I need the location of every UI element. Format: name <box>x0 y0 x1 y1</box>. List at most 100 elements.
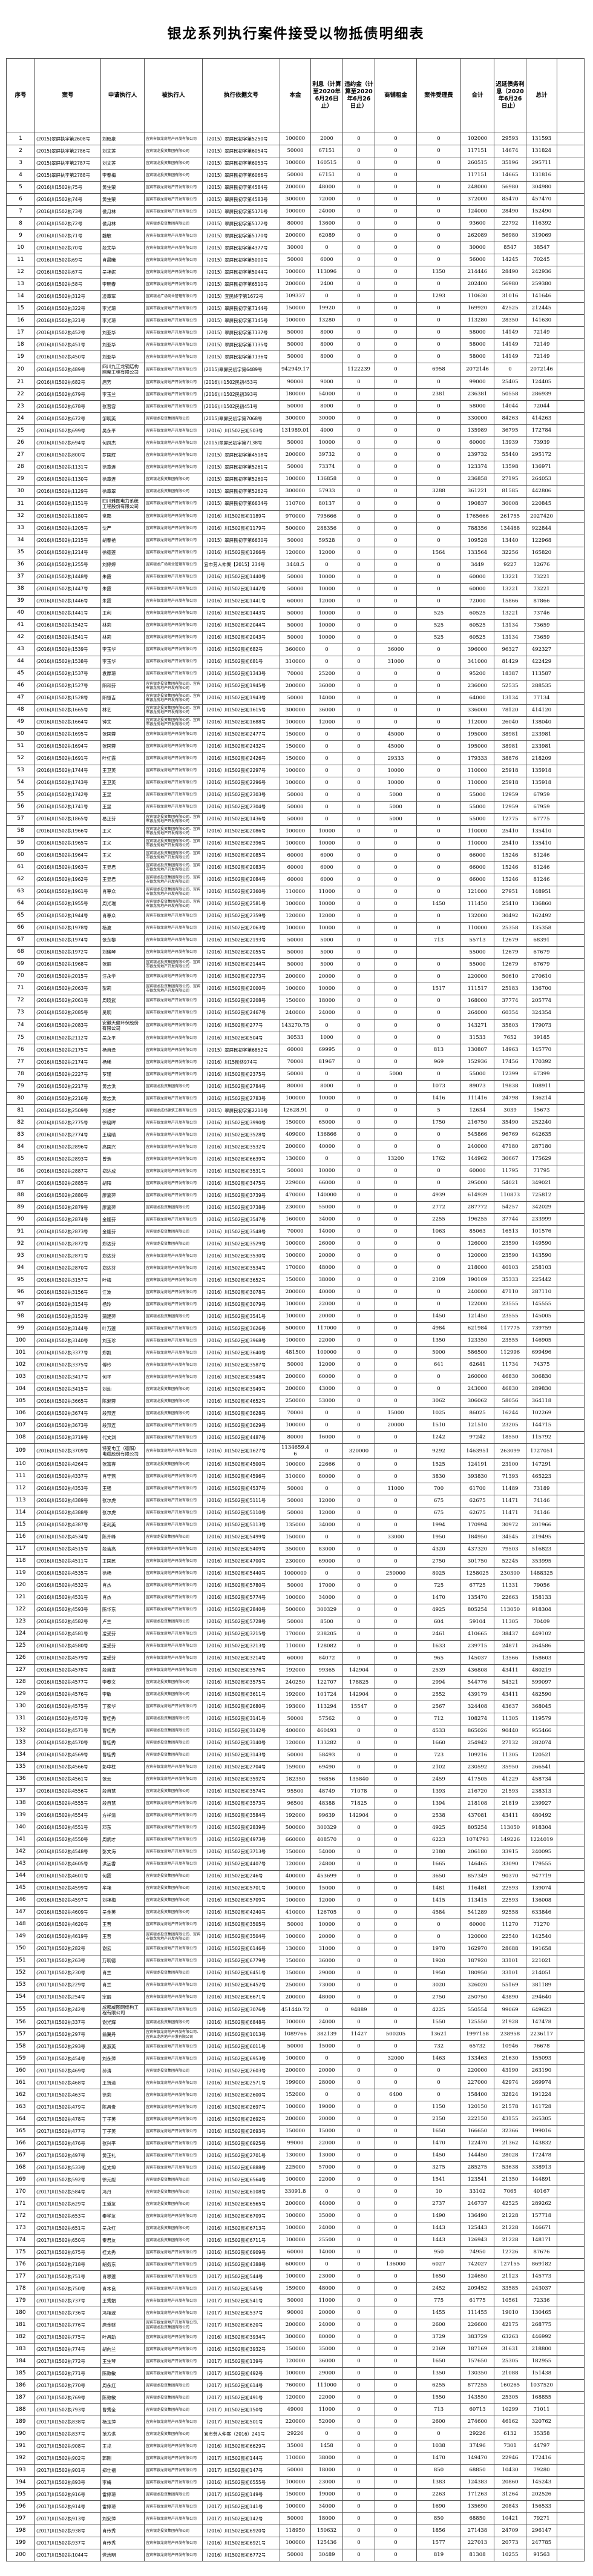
shop-rent-cell: 0 <box>375 1346 417 1360</box>
acceptance-fee-cell: 1242 <box>416 1431 461 1444</box>
shop-rent-cell: 0 <box>375 1857 417 1871</box>
subtotal-cell: 2072146 <box>460 363 494 377</box>
subtotal-cell: 209452 <box>460 2282 494 2296</box>
grand-total-cell: 81246 <box>526 873 557 886</box>
table-row: 132 (2016)川1502执4571号 曹桂秀 宜宾银龙投资集团有限公司 （2016… <box>6 1724 585 1738</box>
interest-cell: 20000 <box>310 1250 343 1263</box>
applicant-cell: 彭中柱 <box>100 1761 145 1774</box>
shop-rent-cell: 0 <box>375 1761 417 1774</box>
interest-cell: 28000 <box>310 2077 343 2090</box>
case-number-cell: (2016)川1502执4620号 <box>34 1918 101 1931</box>
applicant-cell: 丁子英 <box>100 2113 145 2126</box>
applicant-cell: 张尔虎 <box>100 1494 145 1507</box>
shop-rent-cell: 0 <box>375 1978 417 1992</box>
applicant-cell: 刘婷婷 <box>100 558 145 572</box>
penalty-cell: 0 <box>342 1225 375 1239</box>
delay-interest-cell: 52535 <box>494 679 526 693</box>
blank-cell <box>557 1797 585 1810</box>
acceptance-fee-cell: 5000 <box>416 1346 461 1360</box>
respondent-cell: 宜宾银龙投资集团有限公司 <box>144 145 203 157</box>
applicant-cell: 陈敦敏 <box>100 2391 145 2405</box>
blank-cell <box>557 2040 585 2054</box>
interest-cell: 1458 <box>310 2440 343 2453</box>
principal-cell: 50000 <box>280 534 311 547</box>
serial-cell: 154 <box>6 1991 35 2004</box>
acceptance-fee-cell: 1650 <box>416 2355 461 2368</box>
acceptance-fee-cell: 0 <box>416 242 461 254</box>
principal-cell: 500000 <box>280 1322 311 1336</box>
penalty-cell: 0 <box>342 558 375 572</box>
case-number-cell: (2017)川1502执772号 <box>34 2355 101 2368</box>
shop-rent-cell: 0 <box>375 1821 417 1834</box>
respondent-cell: 宜宾银龙投资集团有限公司、宜宾市银龙房地产开发有限公司 <box>144 691 203 705</box>
interest-cell: 84072 <box>310 1652 343 1665</box>
subtotal-cell: 336000 <box>460 703 494 717</box>
shop-rent-cell: 0 <box>375 1128 417 1142</box>
blank-cell <box>557 1748 585 1762</box>
penalty-cell: 0 <box>342 1506 375 1520</box>
interest-cell: 16000 <box>310 1431 343 1444</box>
delay-interest-cell: 11471 <box>494 1506 526 1520</box>
blank-cell <box>557 1334 585 1348</box>
delay-interest-cell: 21578 <box>494 2101 526 2114</box>
respondent-cell: 宜宾银龙投资集团有限公司 <box>144 2488 203 2502</box>
table-row: 7 (2016)川1502执73号 侯月林 宜宾市银龙房地产开发有限公司 （2015）翠… <box>6 205 585 218</box>
penalty-cell: 0 <box>342 2161 375 2175</box>
basis-document-cell: （2016）川1502民初3541号 <box>202 1310 280 1323</box>
case-number-cell: (2016)川1502执3144号 <box>34 1322 101 1336</box>
applicant-cell: 王昱 <box>100 788 145 802</box>
subtotal-cell: 108274 <box>460 1712 494 1725</box>
penalty-cell: 0 <box>342 1942 375 1955</box>
subtotal-cell: 240000 <box>460 1141 494 1154</box>
shop-rent-cell: 0 <box>375 302 417 315</box>
blank-cell <box>557 1966 585 1980</box>
respondent-cell: 宜宾银龙投资集团有限公司 <box>144 217 203 230</box>
blank-cell <box>557 1773 585 1786</box>
grand-total-cell: 233981 <box>526 728 557 741</box>
shop-rent-cell: 0 <box>375 1395 417 1408</box>
basis-document-cell: （2016）川1502民初2704号 <box>202 1761 280 1774</box>
grand-total-cell: 457470 <box>526 193 557 206</box>
interest-cell: 19000 <box>310 2101 343 2114</box>
grand-total-cell: 135410 <box>526 837 557 850</box>
basis-document-cell: （2016）川1502民初2375号 <box>202 1068 280 1081</box>
acceptance-fee-cell: 1481 <box>416 1882 461 1895</box>
basis-document-cell: （2016）川1502民初2571号 <box>202 2077 280 2090</box>
delay-interest-cell: 31016 <box>494 290 526 303</box>
grand-total-cell: 349021 <box>526 1177 557 1190</box>
interest-cell: 10000 <box>310 619 343 632</box>
table-row: 125 (2016)川1502执4580号 凌受芬 宜宾市银龙房地产开发有限公司 （20… <box>6 1639 585 1653</box>
delay-interest-cell: 43890 <box>494 1991 526 2004</box>
subtotal-cell: 295000 <box>460 1177 494 1190</box>
table-row: 130 (2016)川1502执4575号 丁家华 宜宾市银龙房地产开发有限公司 （20… <box>6 1700 585 1713</box>
respondent-cell: 宜宾市银龙房地产开发有限公司 <box>144 595 203 608</box>
respondent-cell: 宜宾市银龙房地产开发有限公司 <box>144 229 203 242</box>
principal-cell: 300000 <box>280 412 311 425</box>
acceptance-fee-cell: 700 <box>416 1482 461 1495</box>
grand-total-cell: 243037 <box>526 2282 557 2296</box>
applicant-cell: 肖传秀 <box>100 2537 145 2550</box>
serial-cell: 56 <box>6 800 35 814</box>
delay-interest-cell: 52245 <box>494 1555 526 1568</box>
principal-cell: 199000 <box>280 2077 311 2090</box>
case-number-cell: (2016)川1502执2083号 <box>34 1018 101 1033</box>
subtotal-cell: 168000 <box>460 994 494 1007</box>
acceptance-fee-cell: 1470 <box>416 2452 461 2465</box>
respondent-cell: 宜宾市银龙房地产开发有限公司 <box>144 2464 203 2477</box>
case-number-cell: (2016)川1502执3673号 <box>34 1419 101 1432</box>
applicant-cell: 徐章翠 <box>100 484 145 498</box>
respondent-cell: 宜宾市银龙房地产开发有限公司 <box>144 1006 203 1020</box>
principal-cell: 50000 <box>280 1918 311 1931</box>
basis-document-cell: （2016）川1502民初2055号 <box>202 946 280 959</box>
respondent-cell: 宜宾银龙投资集团有限公司 <box>144 2234 203 2247</box>
shop-rent-cell: 0 <box>375 1298 417 1311</box>
case-number-cell: (2016)川1502执4531号 <box>34 1591 101 1604</box>
applicant-cell: 徐杨 <box>100 1567 145 1580</box>
principal-cell: 150000 <box>280 1530 311 1544</box>
subtotal-cell: 66000 <box>460 873 494 886</box>
case-number-cell: (2016)川1502执2879号 <box>34 1201 101 1214</box>
penalty-cell: 0 <box>342 496 375 511</box>
respondent-cell: 宜宾市银龙房地产开发有限公司 <box>144 1506 203 1520</box>
blank-cell <box>557 2222 585 2235</box>
acceptance-fee-cell: 0 <box>416 716 461 729</box>
